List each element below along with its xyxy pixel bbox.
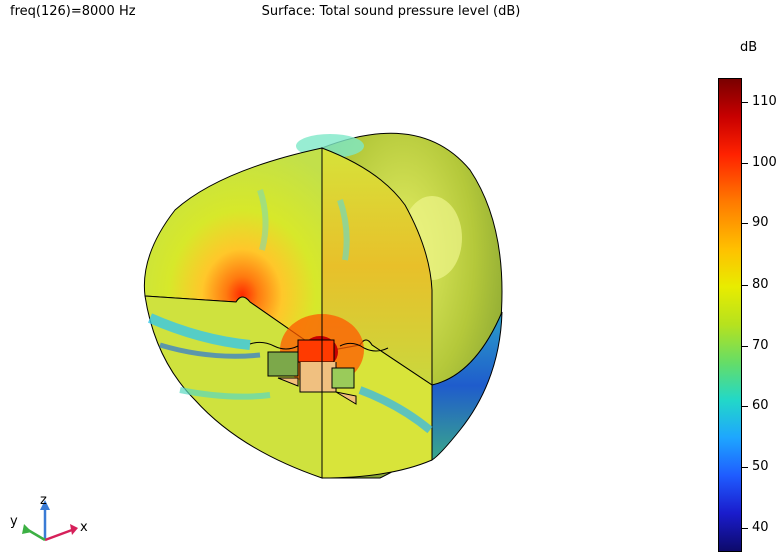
axis-z-label: z [40, 493, 47, 508]
colorbar [718, 78, 742, 552]
standing-wave-streak [179, 387, 271, 400]
axes-triad [22, 500, 78, 542]
colorbar-tick [742, 102, 748, 103]
colorbar-tick-label: 50 [752, 459, 769, 474]
wave-line [339, 342, 389, 352]
standing-wave-streak [147, 313, 251, 350]
colorbar-tick-label: 60 [752, 398, 769, 413]
standing-wave-streak [257, 189, 269, 251]
colorbar-tick-label: 100 [752, 155, 777, 170]
colorbar-tick [742, 406, 748, 407]
colorbar-tick-label: 90 [752, 215, 769, 230]
colorbar-tick [742, 285, 748, 286]
colorbar-tick [742, 467, 748, 468]
colorbar-tick-label: 110 [752, 94, 777, 109]
colorbar-tick-label: 40 [752, 520, 769, 535]
colorbar-tick [742, 163, 748, 164]
speaker-geometry [267, 339, 357, 405]
plot-title: Surface: Total sound pressure level (dB) [261, 4, 521, 19]
left-cut-plane-lower [144, 295, 323, 479]
colorbar-tick [742, 528, 748, 529]
colorbar-tick [742, 346, 748, 347]
colorbar-unit: dB [740, 40, 758, 55]
colorbar-tick-label: 70 [752, 338, 769, 353]
wave-line [249, 341, 299, 350]
standing-wave-streak [159, 342, 261, 359]
sphere-bottom-band [431, 311, 503, 461]
standing-wave-streak [358, 386, 433, 434]
frequency-label: freq(126)=8000 Hz [10, 4, 136, 19]
colorbar-tick-label: 80 [752, 277, 769, 292]
axis-x-label: x [80, 520, 88, 535]
standing-wave-streak [337, 199, 350, 261]
axis-y-label: y [10, 514, 18, 529]
colorbar-tick [742, 223, 748, 224]
